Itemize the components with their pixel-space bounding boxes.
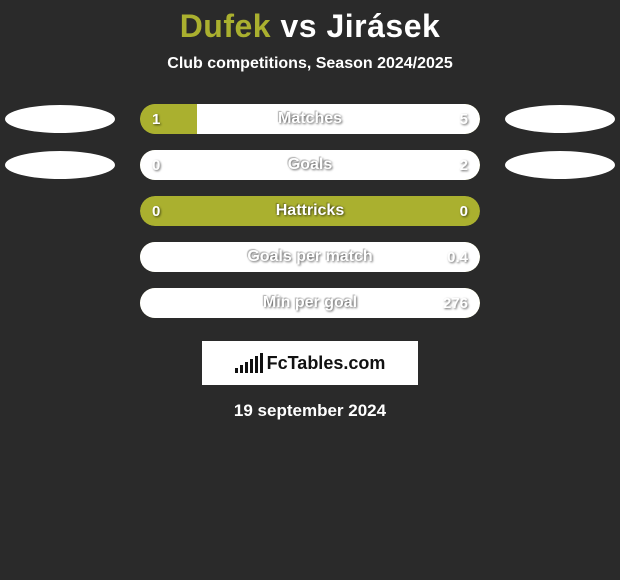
stat-row: 02Goals xyxy=(0,147,620,185)
bar-fill-player2 xyxy=(140,150,480,180)
stat-bar: 276Min per goal xyxy=(140,288,480,318)
snapshot-date: 19 september 2024 xyxy=(0,401,620,421)
player2-oval-icon xyxy=(505,105,615,133)
stat-value-player1: 0 xyxy=(152,196,160,226)
stat-bar: 0.4Goals per match xyxy=(140,242,480,272)
stat-value-player2: 5 xyxy=(460,104,468,134)
stat-value-player2: 2 xyxy=(460,150,468,180)
vs-separator: vs xyxy=(280,8,317,44)
stat-value-player2: 0.4 xyxy=(447,242,468,272)
bar-fill-player2 xyxy=(140,288,480,318)
brand-bar-segment xyxy=(250,359,253,373)
brand-bar-segment xyxy=(245,362,248,373)
stat-row: 15Matches xyxy=(0,101,620,139)
stat-bar: 02Goals xyxy=(140,150,480,180)
stat-value-player2: 276 xyxy=(443,288,468,318)
player1-name: Dufek xyxy=(180,8,271,44)
player1-oval-icon xyxy=(5,151,115,179)
player2-oval-icon xyxy=(505,151,615,179)
stat-bar: 15Matches xyxy=(140,104,480,134)
bar-fill-player2 xyxy=(197,104,480,134)
brand-bar-segment xyxy=(240,365,243,373)
stat-row: 276Min per goal xyxy=(0,285,620,323)
bar-track xyxy=(140,196,480,226)
brand-bars-icon xyxy=(235,353,263,373)
brand-text: FcTables.com xyxy=(267,353,386,374)
stat-value-player2: 0 xyxy=(460,196,468,226)
brand-bar-segment xyxy=(235,368,238,373)
stats-list: 15Matches02Goals00Hattricks0.4Goals per … xyxy=(0,101,620,323)
stat-row: 00Hattricks xyxy=(0,193,620,231)
player1-oval-icon xyxy=(5,105,115,133)
bar-fill-player1 xyxy=(140,104,197,134)
brand-bar-segment xyxy=(260,353,263,373)
stat-value-player1: 1 xyxy=(152,104,160,134)
page-title: Dufek vs Jirásek xyxy=(0,8,620,45)
comparison-card: Dufek vs Jirásek Club competitions, Seas… xyxy=(0,0,620,421)
brand-bar-segment xyxy=(255,356,258,373)
player2-name: Jirásek xyxy=(326,8,440,44)
subtitle: Club competitions, Season 2024/2025 xyxy=(0,55,620,73)
stat-value-player1: 0 xyxy=(152,150,160,180)
stat-bar: 00Hattricks xyxy=(140,196,480,226)
stat-row: 0.4Goals per match xyxy=(0,239,620,277)
branding-badge: FcTables.com xyxy=(202,341,418,385)
bar-fill-player2 xyxy=(140,242,480,272)
